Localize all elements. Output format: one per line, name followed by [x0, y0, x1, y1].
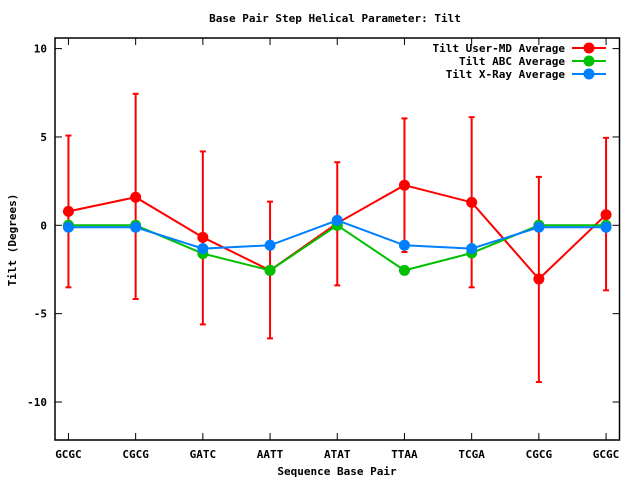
y-tick-label: 0 — [40, 219, 47, 232]
x-tick-label: CGCG — [122, 448, 149, 461]
legend-label: Tilt ABC Average — [459, 55, 565, 68]
chart-title: Base Pair Step Helical Parameter: Tilt — [209, 12, 461, 25]
series-0 — [65, 92, 610, 384]
series-line-2 — [62, 214, 612, 255]
plot-frame — [54, 37, 621, 441]
x-tick-label: ATAT — [324, 448, 351, 461]
x-tick-label: TTAA — [391, 448, 418, 461]
data-point — [600, 221, 612, 233]
data-point — [130, 221, 142, 233]
data-point — [398, 179, 410, 191]
y-tick-label: -5 — [34, 308, 47, 321]
data-point — [398, 264, 410, 276]
legend-label: Tilt User-MD Average — [433, 42, 566, 55]
legend-marker — [583, 55, 595, 67]
y-tick-label: -10 — [27, 396, 47, 409]
data-point — [533, 221, 545, 233]
data-point — [264, 264, 276, 276]
data-point — [62, 221, 74, 233]
y-tick-label: 10 — [34, 43, 47, 56]
x-tick-label: GATC — [190, 448, 217, 461]
x-tick-label: CGCG — [526, 448, 553, 461]
legend-marker — [583, 68, 595, 80]
x-tick-label: GCGC — [55, 448, 82, 461]
data-point — [600, 209, 612, 221]
data-point — [398, 239, 410, 251]
x-axis-label: Sequence Base Pair — [277, 465, 397, 478]
legend-marker — [583, 42, 595, 54]
data-point — [533, 273, 545, 285]
data-point — [466, 196, 478, 208]
data-point — [197, 231, 209, 243]
data-point — [264, 239, 276, 251]
x-tick-label: GCGC — [593, 448, 620, 461]
x-tick-label: TCGA — [458, 448, 485, 461]
data-point — [331, 214, 343, 226]
data-point — [130, 191, 142, 203]
data-point — [62, 205, 74, 217]
x-tick-label: AATT — [257, 448, 284, 461]
data-point — [197, 243, 209, 255]
chart-marks — [62, 92, 612, 384]
data-point — [466, 243, 478, 255]
axis-ticks: 10 5 0 -5 -10 GCGC CGCG GATC AATT ATAT TTAA TCGA CGC… — [27, 38, 620, 461]
y-axis-label: Tilt (Degrees) — [6, 194, 19, 287]
legend-label: Tilt X-Ray Average — [446, 68, 566, 81]
y-tick-label: 5 — [40, 131, 47, 144]
